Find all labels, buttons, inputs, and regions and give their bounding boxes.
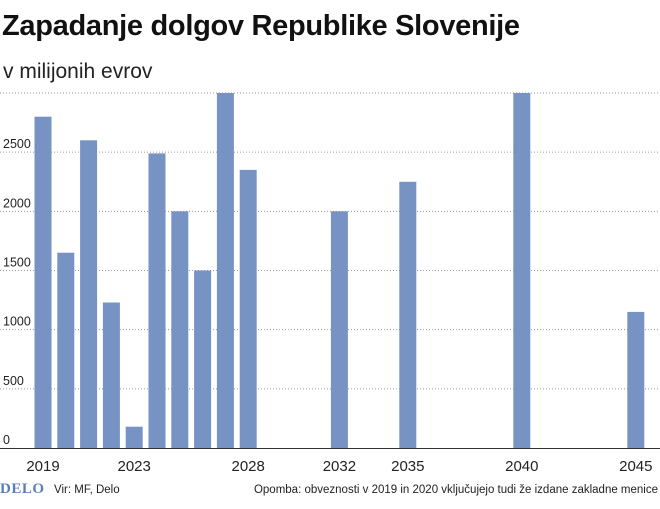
x-tick-label: 2035: [391, 458, 424, 475]
gridlines: [0, 92, 660, 390]
x-tick-label: 2045: [619, 458, 652, 475]
bar-2024: [148, 153, 166, 448]
bar-2040: [513, 93, 531, 448]
bars: [34, 93, 645, 449]
bar-2026: [194, 270, 212, 448]
bar-2021: [80, 140, 98, 449]
y-tick-label: 1000: [3, 315, 31, 329]
chart-title: Zapadanje dolgov Republike Slovenije: [2, 10, 520, 42]
x-tick-label: 2040: [505, 458, 538, 475]
bar-2023: [125, 426, 143, 448]
delo-logo: DELO: [0, 481, 45, 497]
y-tick-label: 500: [3, 374, 24, 388]
bar-2028: [239, 169, 257, 448]
x-tick-labels: 2019 2023 2028 2032 2035 2040 2045: [26, 458, 652, 475]
bar-2035: [399, 181, 417, 449]
y-tick-label: 2500: [3, 137, 31, 151]
y-tick-label: 2000: [3, 196, 31, 210]
chart-subtitle: v milijonih evrov: [3, 60, 153, 83]
x-tick-label: 2032: [323, 458, 356, 475]
y-tick-label: 0: [3, 433, 10, 447]
source-note: Vir: MF, Delo: [54, 484, 120, 496]
bar-2022: [102, 302, 120, 448]
y-tick-label: 1500: [3, 256, 31, 270]
bar-2027: [216, 93, 234, 448]
x-tick-label: 2023: [118, 458, 151, 475]
x-tick-label: 2028: [232, 458, 265, 475]
bar-2032: [330, 211, 348, 448]
bar-2020: [57, 252, 75, 448]
x-tick-label: 2019: [26, 458, 59, 475]
footnote: Opomba: obveznosti v 2019 in 2020 vključ…: [253, 484, 658, 496]
bar-2019: [34, 116, 52, 448]
bar-2045: [627, 311, 645, 448]
y-tick-labels: 0 500 1000 1500 2000 2500: [3, 137, 31, 447]
bar-2025: [171, 211, 189, 448]
